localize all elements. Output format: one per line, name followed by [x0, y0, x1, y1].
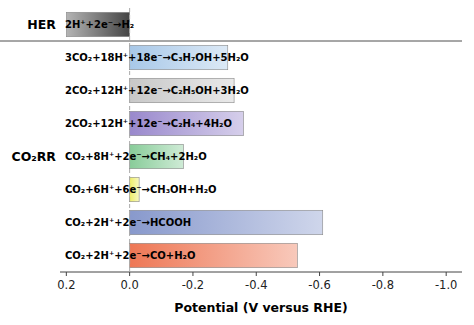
chart-svg: 2H⁺+2e⁻→H₂ 3CO₂+18H⁺+18e⁻→C₃H₇OH+5H₂O 2CO₂…	[0, 0, 474, 325]
zero-line	[129, 8, 130, 272]
x-tick	[129, 272, 130, 276]
x-tick-label: 0.2	[57, 278, 75, 292]
x-axis-label: Potential (V versus RHE)	[174, 300, 347, 315]
category-label: CO₂+2H⁺+2e⁻→HCOOH	[65, 217, 191, 228]
x-tick-label: -0.2	[182, 278, 204, 292]
x-tick	[446, 272, 447, 276]
category-label: CO₂+6H⁺+6e⁻→CH₃OH+H₂O	[65, 184, 217, 195]
x-tick-label: 0.0	[120, 278, 138, 292]
x-tick-label: -0.8	[372, 278, 394, 292]
category-label: 2CO₂+12H⁺+12e⁻→C₂H₄+4H₂O	[65, 118, 232, 129]
group-separator	[0, 41, 462, 42]
x-tick	[192, 272, 193, 276]
x-axis-line	[60, 272, 462, 273]
x-tick	[382, 272, 383, 276]
x-tick-label: -0.6	[308, 278, 330, 292]
x-tick	[256, 272, 257, 276]
x-tick	[66, 272, 67, 276]
group-label: HER	[27, 17, 56, 32]
bars	[66, 12, 322, 267]
chart-container: 2H⁺+2e⁻→H₂ 3CO₂+18H⁺+18e⁻→C₃H₇OH+5H₂O 2CO₂…	[0, 0, 474, 325]
category-label: 3CO₂+18H⁺+18e⁻→C₃H₇OH+5H₂O	[65, 52, 249, 63]
group-label: CO₂RR	[11, 149, 56, 164]
category-label: CO₂+2H⁺+2e⁻→CO+H₂O	[65, 250, 195, 261]
x-tick-label: -0.4	[245, 278, 267, 292]
x-tick-label: -1.0	[435, 278, 457, 292]
category-label: CO₂+8H⁺+2e⁻→CH₄+2H₂O	[65, 151, 207, 162]
x-tick	[319, 272, 320, 276]
category-label: 2CO₂+12H⁺+12e⁻→C₂H₅OH+3H₂O	[65, 85, 249, 96]
category-label: 2H⁺+2e⁻→H₂	[65, 19, 134, 30]
